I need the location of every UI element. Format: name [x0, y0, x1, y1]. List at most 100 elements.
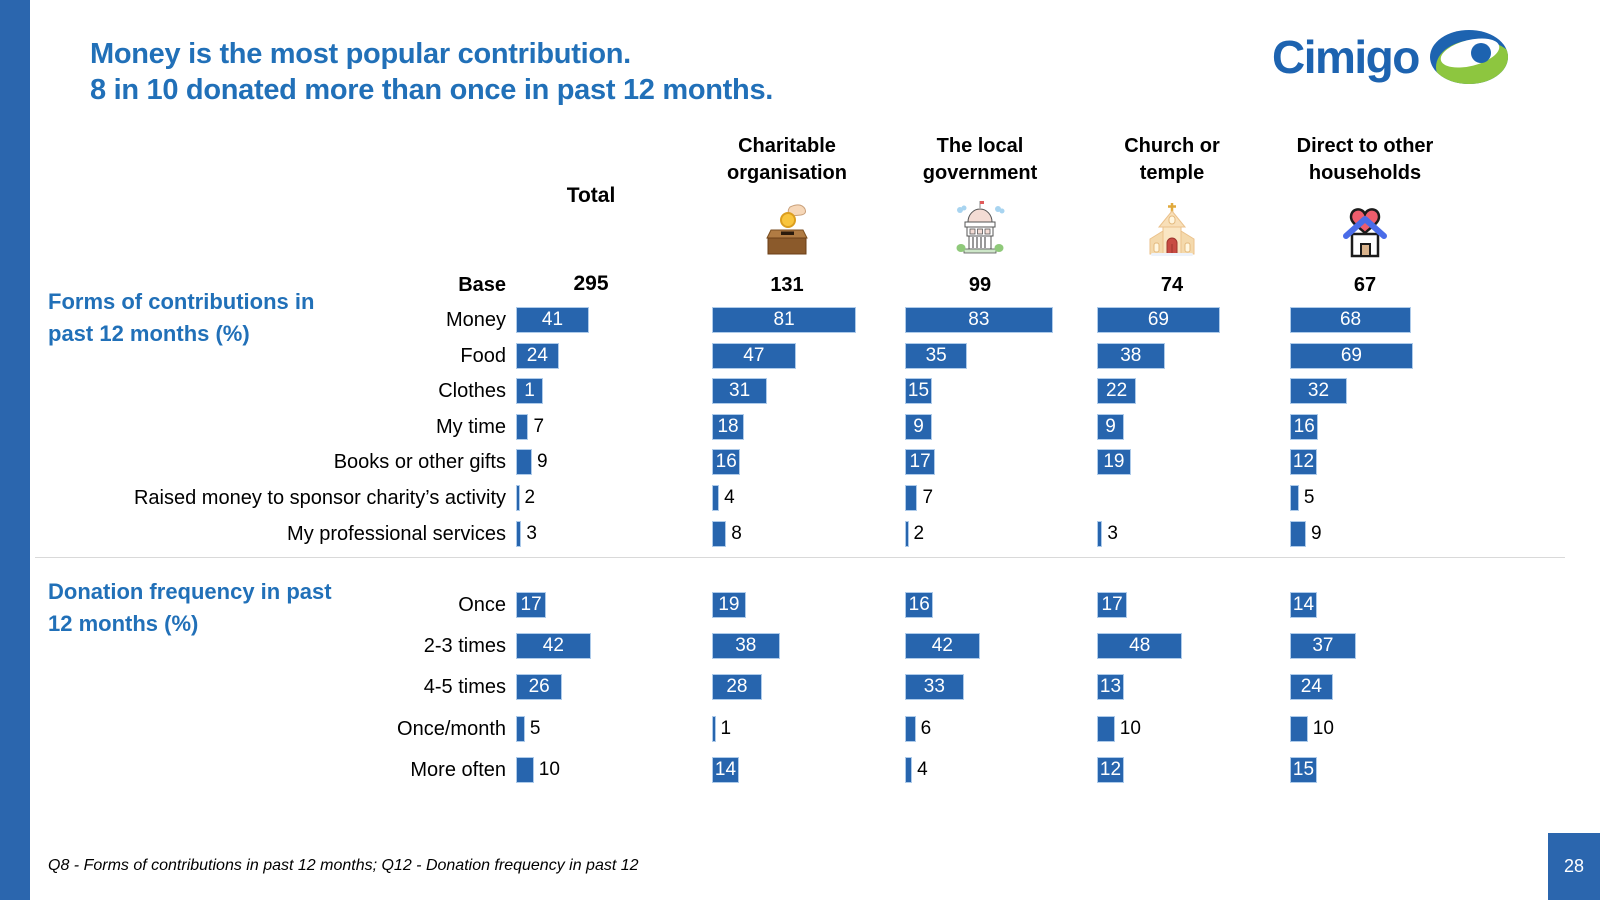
row-label: Food — [460, 345, 506, 367]
column-header-total: Total — [566, 184, 616, 207]
bar-value: 24 — [526, 345, 548, 366]
bar-value: 10 — [538, 759, 560, 780]
data-bar — [905, 757, 913, 783]
slide-title: Money is the most popular contribution. … — [90, 36, 773, 108]
bar-value: 24 — [1300, 676, 1322, 697]
data-bar — [905, 521, 909, 547]
bar-value: 17 — [520, 594, 542, 615]
data-bar: 19 — [712, 592, 746, 618]
data-bar — [516, 449, 533, 475]
bar-value: 7 — [533, 416, 545, 437]
bar-value: 1 — [720, 718, 732, 739]
row-label: Once — [458, 594, 506, 616]
cimigo-logo: Cimigo — [1272, 28, 1509, 86]
bar-value: 17 — [909, 451, 931, 472]
row-label: Money — [445, 309, 506, 331]
bar-value: 4 — [917, 759, 928, 780]
bar-value: 15 — [1292, 759, 1315, 780]
bar-value: 4 — [724, 487, 735, 508]
bar-value: 19 — [718, 594, 740, 615]
data-bar: 12 — [1097, 757, 1124, 783]
bar-value: 5 — [529, 718, 541, 739]
bar-value: 69 — [1340, 345, 1362, 366]
bar-value: 6 — [920, 718, 932, 739]
government-building-icon — [956, 201, 1005, 254]
cimigo-eye-icon — [1429, 30, 1508, 84]
bar-value: 10 — [1312, 718, 1334, 739]
data-bar — [1097, 521, 1103, 547]
data-bar: 69 — [1097, 307, 1220, 333]
bar-value: 12 — [1099, 759, 1122, 780]
data-bar: 35 — [905, 343, 968, 369]
bar-value: 9 — [913, 416, 924, 437]
data-bar: 42 — [516, 633, 591, 659]
data-bar: 48 — [1097, 633, 1183, 659]
bar-value: 26 — [528, 676, 550, 697]
data-bar — [516, 414, 529, 440]
data-bar — [1097, 716, 1115, 742]
data-bar: 22 — [1097, 378, 1137, 404]
data-bar — [905, 485, 918, 511]
data-bar — [1290, 716, 1308, 742]
data-bar: 9 — [905, 414, 932, 440]
data-bar — [516, 757, 534, 783]
data-bar: 15 — [1290, 757, 1317, 783]
bar-value: 15 — [907, 380, 930, 401]
row-label: More often — [410, 759, 506, 781]
data-bar — [712, 521, 727, 547]
base-value-households: 67 — [1353, 274, 1377, 296]
data-bar: 12 — [1290, 449, 1317, 475]
page-number-badge: 28 — [1548, 833, 1600, 900]
data-bar — [905, 716, 916, 742]
bar-value: 17 — [1101, 594, 1123, 615]
row-label: My professional services — [287, 523, 506, 545]
bar-value: 22 — [1106, 380, 1128, 401]
bar-value: 69 — [1147, 309, 1169, 330]
bar-value: 1 — [524, 380, 535, 401]
column-header-households: Direct to other households — [1296, 135, 1434, 184]
bar-value: 12 — [1292, 451, 1315, 472]
bar-value: 41 — [541, 309, 564, 330]
bar-value: 7 — [922, 487, 934, 508]
row-label: 2-3 times — [423, 635, 506, 657]
data-bar: 15 — [905, 378, 932, 404]
data-bar: 33 — [905, 674, 964, 700]
bar-value: 38 — [735, 635, 757, 656]
base-value-church: 74 — [1160, 274, 1184, 296]
column-header-government: The local government — [922, 135, 1038, 184]
bar-value: 9 — [1311, 523, 1322, 544]
column-header-church: Church or temple — [1124, 135, 1220, 184]
row-label: Clothes — [438, 380, 506, 402]
row-label: Raised money to sponsor charity’s activi… — [133, 487, 506, 509]
data-bar: 14 — [712, 757, 739, 783]
section-title-frequency: Donation frequency in past 12 months (%) — [48, 579, 332, 636]
bar-value: 38 — [1120, 345, 1142, 366]
bar-value: 13 — [1099, 676, 1122, 697]
data-bar: 68 — [1290, 307, 1412, 333]
row-label: Books or other gifts — [333, 451, 506, 473]
data-bar — [1290, 521, 1307, 547]
data-bar: 9 — [1097, 414, 1124, 440]
bar-value: 19 — [1103, 451, 1125, 472]
data-bar — [712, 485, 720, 511]
bar-value: 16 — [908, 594, 930, 615]
base-value-government: 99 — [968, 274, 992, 296]
slide-title-line1: Money is the most popular contribution. — [90, 38, 631, 70]
bar-value: 3 — [1107, 523, 1118, 544]
data-bar: 17 — [905, 449, 936, 475]
bar-value: 28 — [726, 676, 748, 697]
row-label: My time — [436, 416, 506, 438]
data-bar: 17 — [1097, 592, 1128, 618]
base-row-label: Base — [458, 274, 506, 296]
section-title-forms: Forms of contributions in past 12 months… — [48, 289, 315, 346]
bar-value: 3 — [526, 523, 537, 544]
data-bar: 38 — [712, 633, 780, 659]
data-bar — [1290, 485, 1299, 511]
bar-value: 32 — [1307, 380, 1330, 401]
bar-value: 37 — [1312, 635, 1334, 656]
bar-value: 18 — [717, 416, 739, 437]
data-bar: 81 — [712, 307, 857, 333]
bar-value: 16 — [715, 451, 737, 472]
bar-value: 42 — [542, 635, 564, 656]
